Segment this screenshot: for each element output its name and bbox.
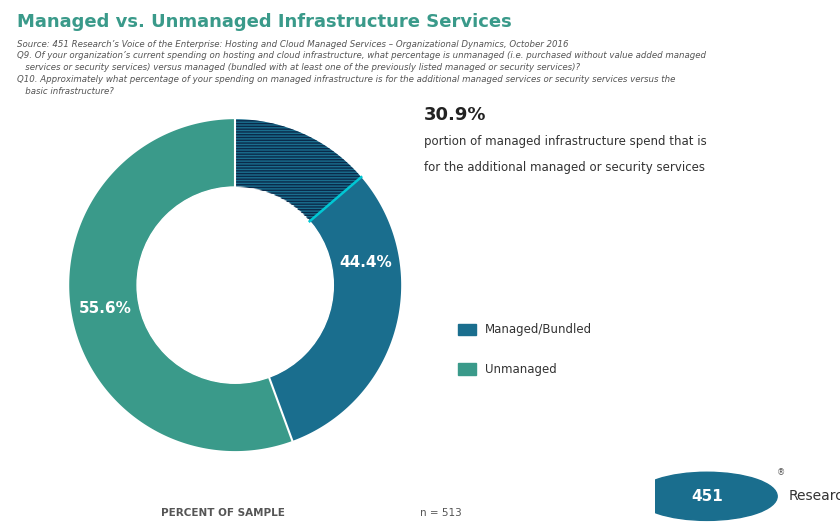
Text: PERCENT OF SAMPLE: PERCENT OF SAMPLE <box>160 508 285 518</box>
Text: portion of managed infrastructure spend that is: portion of managed infrastructure spend … <box>424 135 707 148</box>
Text: for the additional managed or security services: for the additional managed or security s… <box>424 161 706 174</box>
Text: Managed vs. Unmanaged Infrastructure Services: Managed vs. Unmanaged Infrastructure Ser… <box>17 13 512 31</box>
Text: Managed/Bundled: Managed/Bundled <box>485 323 592 336</box>
Polygon shape <box>235 119 402 441</box>
Text: n = 513: n = 513 <box>420 508 462 518</box>
Text: ®: ® <box>777 468 785 477</box>
Text: 451: 451 <box>691 489 722 504</box>
Text: 55.6%: 55.6% <box>79 301 132 316</box>
Text: Research: Research <box>788 489 840 503</box>
Circle shape <box>137 187 333 383</box>
Circle shape <box>637 472 777 521</box>
Bar <box>458 324 476 335</box>
Polygon shape <box>69 119 292 451</box>
Text: 30.9%: 30.9% <box>424 106 486 124</box>
Text: Unmanaged: Unmanaged <box>485 363 556 375</box>
Text: Source: 451 Research’s Voice of the Enterprise: Hosting and Cloud Managed Servic: Source: 451 Research’s Voice of the Ente… <box>17 40 706 96</box>
Bar <box>458 363 476 375</box>
Text: 44.4%: 44.4% <box>339 254 391 269</box>
